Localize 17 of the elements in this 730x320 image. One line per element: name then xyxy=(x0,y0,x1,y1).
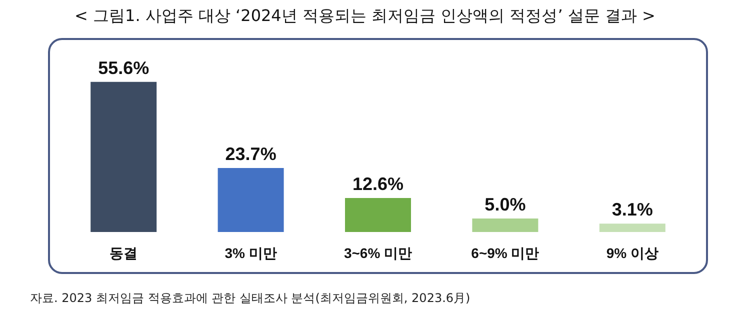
x-tick-label: 3~6% 미만 xyxy=(344,245,412,261)
x-tick-label: 6~9% 미만 xyxy=(471,245,540,261)
bar xyxy=(90,82,157,232)
text: 자료. 2023 최저임금 적용효과에 관한 실태조사 분석(최저임금위원회, 2023.6月) xyxy=(30,290,470,307)
x-tick-label: 동결 xyxy=(110,245,138,261)
chart-title: < 그림1. 사업주 대상 ‘2024년 적용되는 최저임금 인상액의 적정성’ 설문 결과 > xyxy=(74,6,656,27)
data-label: 55.6% xyxy=(98,58,150,78)
bar xyxy=(218,168,284,232)
bar xyxy=(472,218,538,232)
data-label: 12.6% xyxy=(352,174,404,194)
x-tick-label: 3% 미만 xyxy=(224,245,277,261)
bar xyxy=(345,198,411,232)
data-label: 5.0% xyxy=(484,194,526,214)
x-tick-label: 9% 이상 xyxy=(606,245,658,261)
data-label: 23.7% xyxy=(225,144,276,164)
data-label: 3.1% xyxy=(612,200,653,220)
bar xyxy=(599,224,666,232)
